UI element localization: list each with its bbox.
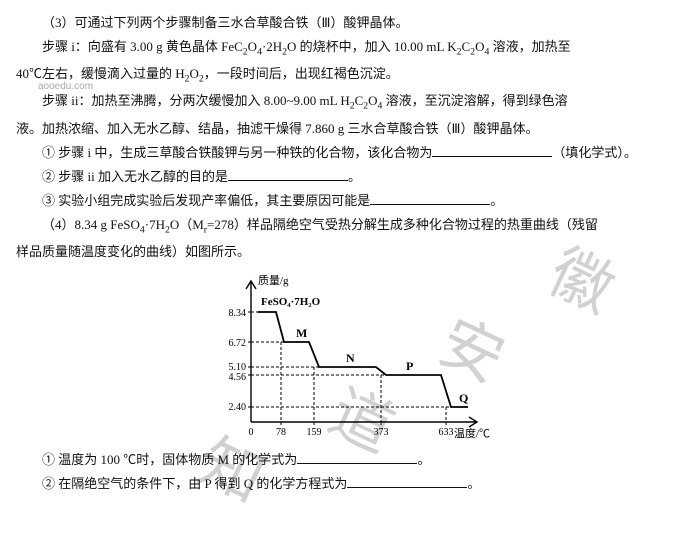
blank-fill [432,143,552,157]
xtick: 78 [276,427,286,438]
step-i-cont: 40℃左右，缓慢滴入过量的 H2O2，一段时间后，出现红褐色沉淀。 [16,63,676,88]
blank-fill [347,474,467,488]
text: O 的烧杯中，加入 10.00 mL K [287,39,457,54]
text: 溶液，加热至 [489,39,570,54]
blank-fill [228,167,348,181]
ytick: 4.56 [229,372,247,383]
text: ② 在隔绝空气的条件下，由 P 得到 Q 的化学方程式为 [42,476,347,491]
text: 步骤 ii：加热至沸腾，分两次缓慢加入 8.00~9.00 mL H [42,93,350,108]
question-3: ③ 实验小组完成实验后发现产率偏低，其主要原因可能是 。 [16,190,676,212]
text: ① 步骤 i 中，生成三草酸合铁酸钾与另一种铁的化合物，该化合物为 [42,145,432,160]
text: 溶液，至沉淀溶解，得到绿色溶 [382,93,567,108]
text: C [355,93,364,108]
text: O [248,39,257,54]
step-i: 步骤 i：向盛有 3.00 g 黄色晶体 FeC2O4·2H2O 的烧杯中，加入… [16,36,676,61]
text: ③ 实验小组完成实验后发现产率偏低，其主要原因可能是 [42,193,370,208]
text: O [368,93,377,108]
text: 。 [490,193,503,208]
point-label: M [296,326,307,340]
text: O（M [170,217,204,232]
thermogravimetric-chart: 质量/g 温度/℃ FeSO₄·7H₂O 8.34 6.72 5.10 4.56… [16,267,676,447]
para-4-cont: 样品质量随温度变化的曲线）如图所示。 [16,241,676,263]
text: （4）8.34 g FeSO [42,217,140,232]
xtick: 373 [374,427,389,438]
question-2: ② 步骤 ii 加入无水乙醇的目的是 。 [16,166,676,188]
step-ii-cont: 液。加热浓缩、加入无水乙醇、结晶，抽滤干燥得 7.860 g 三水合草酸合铁（Ⅲ… [16,118,676,140]
text: 。 [348,169,361,184]
question-4-2: ② 在隔绝空气的条件下，由 P 得到 Q 的化学方程式为 。 [16,473,676,495]
xtick: 0 [249,427,254,438]
question-1: ① 步骤 i 中，生成三草酸合铁酸钾与另一种铁的化合物，该化合物为 （填化学式）。 [16,142,676,164]
point-label: N [346,351,355,365]
ytick: 8.34 [229,308,247,319]
text: ② 步骤 ii 加入无水乙醇的目的是 [42,169,228,184]
xtick: 159 [307,427,322,438]
text: 步骤 i：向盛有 3.00 g 黄色晶体 FeC [42,39,243,54]
step-ii: 步骤 ii：加热至沸腾，分两次缓慢加入 8.00~9.00 mL H2C2O4 … [16,90,676,115]
text: 。 [467,476,480,491]
x-axis-label: 温度/℃ [454,426,490,440]
text: ① 温度为 100 ℃时，固体物质 M 的化学式为 [42,452,297,467]
watermark-url: aooedu.com [38,78,93,95]
text: ·2H [262,39,282,54]
text: （填化学式）。 [552,145,637,160]
ytick: 2.40 [229,402,247,413]
ytick: 6.72 [229,338,247,349]
text: 。 [417,452,430,467]
point-label: P [406,359,413,373]
text: ，一段时间后，出现红褐色沉淀。 [204,66,399,81]
y-axis-label: 质量/g [258,274,289,287]
question-4-1: ① 温度为 100 ℃时，固体物质 M 的化学式为 。 [16,449,676,471]
text: C [462,39,471,54]
blank-fill [297,450,417,464]
compound-label: FeSO₄·7H₂O [261,296,321,308]
para-3-intro: （3）可通过下列两个步骤制备三水合草酸合铁（Ⅲ）酸钾晶体。 [16,12,676,34]
text: ·7H [145,217,165,232]
para-4-intro: （4）8.34 g FeSO4·7H2O（Mr=278）样品隔绝空气受热分解生成… [16,214,676,239]
xtick: 633 [439,427,454,438]
text: O [190,66,199,81]
text: =278）样品隔绝空气受热分解生成多种化合物过程的热重曲线（残留 [207,217,598,232]
chart-svg: 质量/g 温度/℃ FeSO₄·7H₂O 8.34 6.72 5.10 4.56… [196,267,496,447]
point-label: Q [459,391,468,405]
blank-fill [370,191,490,205]
